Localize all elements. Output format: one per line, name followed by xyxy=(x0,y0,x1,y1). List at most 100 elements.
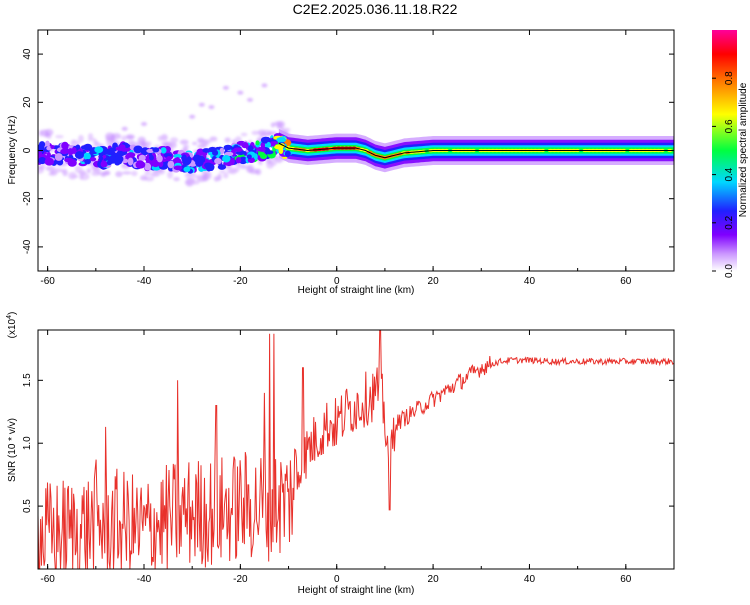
colorbar-tick-label: 0.4 xyxy=(724,167,735,181)
x-tick-label: 40 xyxy=(524,276,536,287)
heatmap-cell xyxy=(266,141,271,148)
heatmap-cell xyxy=(126,135,134,140)
heatmap-cell xyxy=(237,164,242,169)
heatmap-cell xyxy=(261,83,268,88)
snr-marks xyxy=(38,330,674,569)
heatmap-cell xyxy=(260,136,271,144)
heatmap-cell xyxy=(260,141,266,150)
colorbar-ticks: 0.0 0.2 0.4 0.6 0.8 xyxy=(712,71,735,278)
heatmap-cell xyxy=(121,135,127,142)
heatmap-cell xyxy=(270,122,275,128)
x-tick-label: -60 xyxy=(40,574,55,585)
heatmap-ylabel: Frequency (Hz) xyxy=(7,116,18,185)
heatmap-cell xyxy=(144,162,152,171)
heatmap-cell xyxy=(196,155,206,164)
heatmap-cell xyxy=(74,165,83,174)
heatmap-cell xyxy=(150,172,160,177)
heatmap-cell xyxy=(93,140,98,144)
heatmap-cell xyxy=(54,153,63,161)
heatmap-cell xyxy=(229,157,235,166)
heatmap-cell xyxy=(82,144,91,151)
heatmap-xlabel: Height of straight line (km) xyxy=(298,285,415,296)
heatmap-cell xyxy=(44,157,55,166)
heatmap-cell xyxy=(255,140,260,146)
y-tick-label: 1.0 xyxy=(22,436,33,450)
heatmap-cell xyxy=(217,164,227,170)
colorbar-tick-label: 0.6 xyxy=(724,119,735,133)
heatmap-cell xyxy=(101,148,112,155)
heatmap-cell xyxy=(257,161,263,166)
y-tick-label: 40 xyxy=(22,48,33,60)
heatmap-cell xyxy=(214,157,222,165)
heatmap-cell xyxy=(251,130,260,135)
x-tick-label: 20 xyxy=(428,574,440,585)
heatmap-cell xyxy=(115,146,126,151)
heatmap-cell xyxy=(208,105,215,110)
heatmap-cell xyxy=(116,150,126,157)
heatmap-ticks: -60 -40 -20 0 20 40 60 -40 -20 0 20 40 xyxy=(22,30,675,287)
heatmap-cell xyxy=(44,140,50,148)
heatmap-panel: -60 -40 -20 0 20 40 60 -40 -20 0 20 40 Height of st… xyxy=(7,29,675,296)
heatmap-cell xyxy=(67,158,77,167)
heatmap-cell xyxy=(121,171,132,175)
heatmap-cell xyxy=(89,157,97,162)
heatmap-cell xyxy=(71,147,77,155)
heatmap-cell xyxy=(166,155,172,162)
heatmap-cell xyxy=(38,156,47,165)
heatmap-cell xyxy=(138,154,146,161)
y-tick-label: -20 xyxy=(22,191,33,206)
x-tick-label: 0 xyxy=(334,276,340,287)
heatmap-cell xyxy=(173,165,183,171)
heatmap-cell xyxy=(167,171,174,179)
heatmap-cell xyxy=(146,148,155,153)
x-tick-label: 20 xyxy=(428,276,440,287)
heatmap-cell xyxy=(78,134,84,143)
snr-series-line xyxy=(38,330,674,569)
heatmap-ridge-line xyxy=(278,142,674,159)
heatmap-cell xyxy=(226,170,235,174)
x-tick-label: -40 xyxy=(137,276,152,287)
heatmap-cell xyxy=(186,156,192,165)
heatmap-cell xyxy=(79,172,90,181)
colorbar-tick-label: 0.2 xyxy=(724,215,735,229)
heatmap-cell xyxy=(157,135,163,142)
heatmap-cell xyxy=(222,154,231,163)
heatmap-cell xyxy=(74,151,85,159)
colorbar-tick-label: 0.8 xyxy=(724,71,735,85)
heatmap-cell xyxy=(149,154,154,161)
heatmap-cell xyxy=(197,137,205,143)
snr-ticks: -60 -40 -20 0 20 40 60 0.5 1.0 1.5 xyxy=(22,330,675,585)
y-tick-label: -40 xyxy=(22,239,33,254)
heatmap-cell xyxy=(241,142,249,149)
heatmap-cell xyxy=(106,160,113,166)
y-tick-label: 0 xyxy=(22,147,33,153)
heatmap-cell xyxy=(192,141,198,146)
heatmap-marks xyxy=(38,83,674,187)
heatmap-cell xyxy=(203,139,209,146)
snr-panel: -60 -40 -20 0 20 40 60 0.5 1.0 1.5 Height of stra… xyxy=(6,312,675,596)
heatmap-cell xyxy=(269,141,276,146)
heatmap-cell xyxy=(197,144,207,149)
heatmap-cell xyxy=(247,145,254,153)
heatmap-cell xyxy=(175,156,180,163)
snr-ylabel: SNR (10 * v/v) xyxy=(7,418,18,482)
heatmap-cell xyxy=(198,102,205,107)
heatmap-cell xyxy=(240,132,248,137)
heatmap-cell xyxy=(140,147,150,156)
heatmap-cell xyxy=(38,141,46,148)
heatmap-cell xyxy=(61,141,69,150)
heatmap-cell xyxy=(84,159,92,165)
heatmap-cell xyxy=(141,121,147,126)
heatmap-cell xyxy=(103,170,111,176)
heatmap-cell xyxy=(50,144,55,150)
heatmap-cell xyxy=(208,146,217,153)
heatmap-cell xyxy=(179,139,189,145)
heatmap-cell xyxy=(259,132,266,137)
heatmap-cell xyxy=(219,147,225,155)
y-tick-label: 1.5 xyxy=(22,373,33,387)
heatmap-cell xyxy=(100,160,108,168)
heatmap-cell xyxy=(189,114,196,119)
x-tick-label: -40 xyxy=(137,574,152,585)
